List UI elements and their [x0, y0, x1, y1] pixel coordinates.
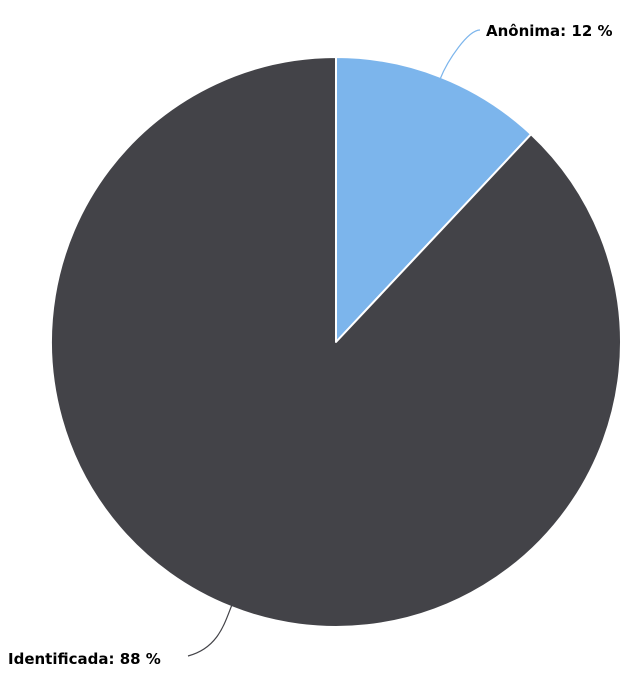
pie-slice-identificada[interactable] — [50, 56, 622, 628]
data-label-anonima: Anônima: 12 % — [486, 22, 613, 40]
pie-slices — [50, 56, 622, 628]
label-connectors — [187, 29, 481, 657]
connector-anonima — [439, 29, 481, 80]
data-label-identificada: Identificada: 88 % — [8, 650, 161, 668]
data-labels: Anônima: 12 % Identificada: 88 % — [8, 22, 613, 668]
connector-identificada — [187, 604, 233, 657]
